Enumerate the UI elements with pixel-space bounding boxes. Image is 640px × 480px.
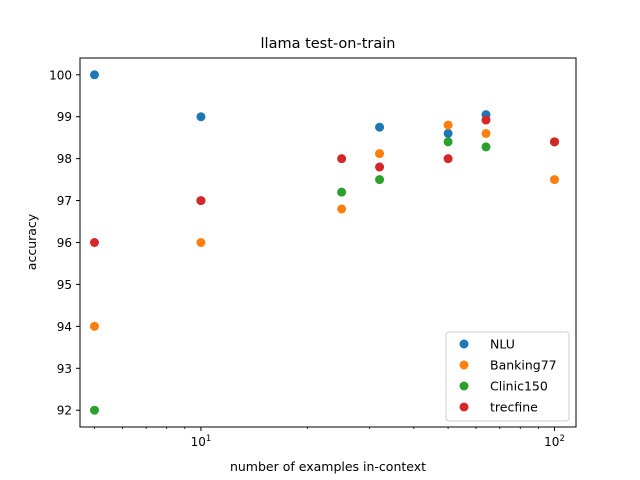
point-banking77-5 xyxy=(481,128,491,138)
point-nlu-0 xyxy=(89,70,99,80)
point-clinic150-3 xyxy=(375,175,385,185)
y-tick-label-93: 93 xyxy=(57,362,72,376)
data-points xyxy=(89,70,560,415)
point-trecfine-1 xyxy=(196,196,206,206)
y-tick-label-92: 92 xyxy=(57,404,72,418)
x-tick-label-100: 102 xyxy=(544,434,565,449)
legend: NLU Banking77 Clinic150 trecfine xyxy=(445,331,570,422)
point-nlu-3 xyxy=(443,128,453,138)
x-tick-label-10: 101 xyxy=(191,434,212,449)
point-banking77-4 xyxy=(443,120,453,130)
y-tick-label-99: 99 xyxy=(57,110,72,124)
point-clinic150-2 xyxy=(337,187,347,197)
point-trecfine-6 xyxy=(550,137,560,147)
y-tick-label-97: 97 xyxy=(57,194,72,208)
point-banking77-0 xyxy=(89,321,99,331)
point-trecfine-5 xyxy=(481,115,491,125)
y-tick-label-98: 98 xyxy=(57,152,72,166)
point-trecfine-3 xyxy=(375,162,385,172)
y-tick-label-94: 94 xyxy=(57,320,72,334)
point-clinic150-4 xyxy=(443,137,453,147)
point-banking77-2 xyxy=(337,204,347,214)
point-trecfine-4 xyxy=(443,154,453,164)
chart-title: llama test-on-train xyxy=(261,36,396,52)
point-trecfine-0 xyxy=(89,238,99,247)
point-banking77-1 xyxy=(196,238,206,247)
legend-label-clinic150: Clinic150 xyxy=(490,379,548,394)
point-nlu-2 xyxy=(375,122,385,132)
legend-label-nlu: NLU xyxy=(490,337,515,352)
y-tick-label-100: 100 xyxy=(49,68,72,82)
y-tick-label-96: 96 xyxy=(57,236,72,250)
point-banking77-3 xyxy=(375,149,385,159)
legend-marker-banking77 xyxy=(459,360,469,370)
legend-marker-clinic150 xyxy=(459,381,469,391)
point-clinic150-5 xyxy=(481,142,491,152)
legend-label-banking77: Banking77 xyxy=(490,358,557,373)
legend-box xyxy=(445,331,570,422)
legend-marker-trecfine xyxy=(459,402,469,412)
x-axis-label: number of examples in-context xyxy=(230,459,426,474)
plot-frame xyxy=(79,57,577,428)
legend-label-trecfine: trecfine xyxy=(490,400,538,415)
point-nlu-1 xyxy=(196,112,206,122)
y-axis-label: accuracy xyxy=(24,213,39,270)
point-banking77-6 xyxy=(550,175,560,185)
axis-ticks: 92 93 94 95 96 97 98 99 100 101 102 xyxy=(49,68,565,449)
y-tick-label-95: 95 xyxy=(57,278,72,292)
point-trecfine-2 xyxy=(337,154,347,164)
point-clinic150-0 xyxy=(89,405,99,415)
legend-marker-nlu xyxy=(459,339,469,349)
